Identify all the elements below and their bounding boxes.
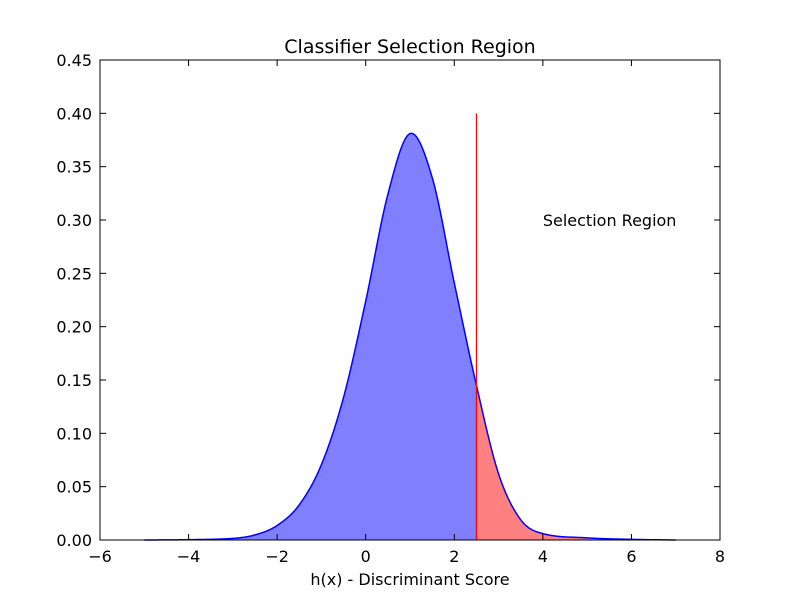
x-axis-label: h(x) - Discriminant Score xyxy=(310,570,509,589)
density-curve xyxy=(144,132,676,541)
y-tick-label: 0.20 xyxy=(56,318,92,337)
y-tick-label: 0.05 xyxy=(56,478,92,497)
x-tick-label: 2 xyxy=(449,547,459,566)
y-tick-label: 0.10 xyxy=(56,424,92,443)
y-tick-label: 0.30 xyxy=(56,211,92,230)
fill-layer xyxy=(144,133,676,540)
plot-frame xyxy=(99,59,721,541)
y-tick-label: 0.00 xyxy=(56,531,92,550)
y-tick-label: 0.25 xyxy=(56,264,92,283)
fill-selection-region xyxy=(476,385,676,540)
x-tick-label: −6 xyxy=(88,547,112,566)
annotation-selection-region: Selection Region xyxy=(543,211,677,230)
line-layer xyxy=(144,113,676,541)
y-tick-label: 0.45 xyxy=(56,51,92,70)
x-tick-label: −2 xyxy=(265,547,289,566)
tick-layer: −6 −4 −2 0 2 4 6 8 0.00 0.05 0.10 0.15 0.20 0.25 0.30 0… xyxy=(56,51,725,566)
y-tick-label: 0.35 xyxy=(56,158,92,177)
x-tick-label: −4 xyxy=(177,547,201,566)
fill-below-threshold xyxy=(144,133,477,540)
x-tick-label: 6 xyxy=(626,547,636,566)
x-tick-label: 4 xyxy=(538,547,548,566)
y-tick-label: 0.15 xyxy=(56,371,92,390)
x-tick-label: 8 xyxy=(715,547,725,566)
y-tick-label: 0.40 xyxy=(56,104,92,123)
x-tick-label: 0 xyxy=(361,547,371,566)
chart-title: Classifier Selection Region xyxy=(284,36,535,58)
